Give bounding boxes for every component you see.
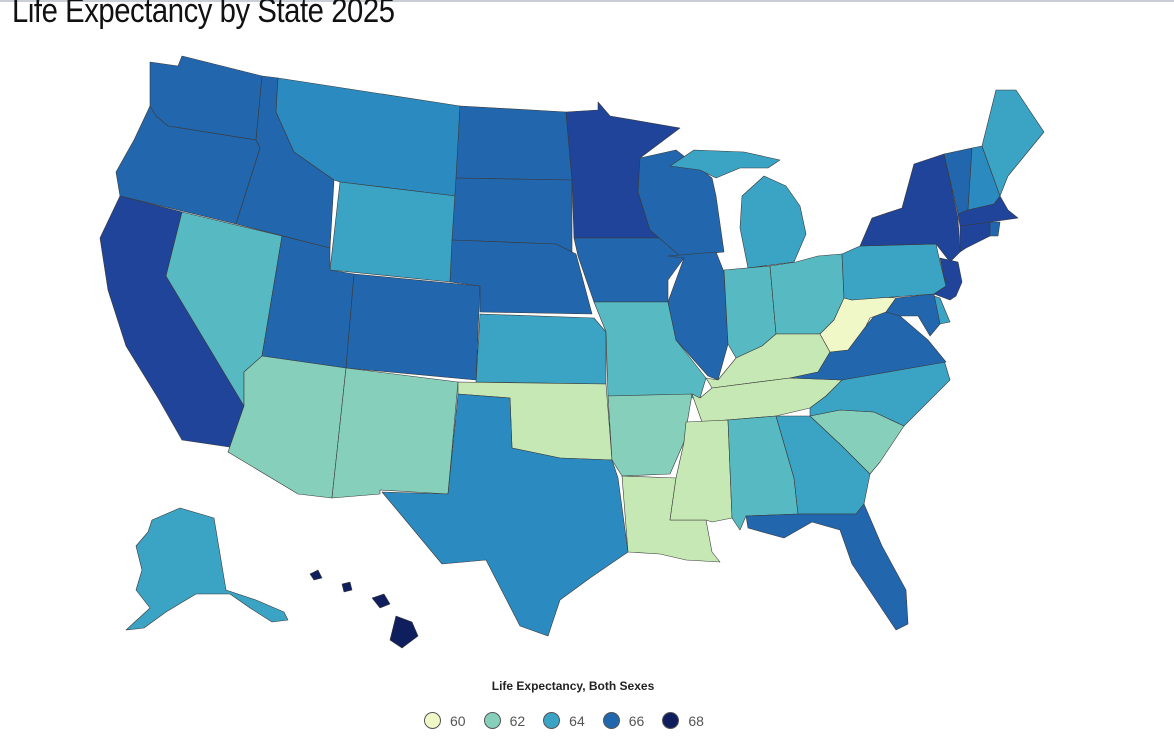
legend-label: 62: [509, 712, 526, 729]
legend-swatch: [543, 712, 561, 729]
top-rule: [0, 0, 1174, 2]
state-RI[interactable]: [989, 221, 1001, 237]
state-WY[interactable]: [329, 181, 457, 283]
state-MD[interactable]: [885, 293, 941, 337]
state-HI-2[interactable]: [341, 581, 353, 593]
legend-item-66[interactable]: 66: [602, 712, 645, 729]
legend-swatch: [602, 712, 620, 729]
legend-label: 68: [688, 712, 704, 729]
state-MI[interactable]: [739, 175, 807, 269]
state-TX[interactable]: [381, 393, 629, 637]
state-AZ[interactable]: [227, 355, 347, 499]
legend-label: 64: [569, 712, 585, 729]
legend: 60 62 64 66 68: [424, 712, 722, 729]
legend-label: 60: [450, 712, 466, 729]
state-FL[interactable]: [745, 503, 909, 631]
legend-item-64[interactable]: 64: [543, 712, 585, 729]
legend-swatch: [662, 712, 680, 729]
state-NY[interactable]: [859, 153, 961, 263]
legend-item-60[interactable]: 60: [424, 712, 466, 729]
state-HI-3[interactable]: [371, 593, 391, 609]
state-AK[interactable]: [125, 507, 289, 631]
legend-swatch: [424, 712, 441, 729]
state-IA[interactable]: [573, 237, 685, 303]
legend-item-62[interactable]: 62: [483, 712, 526, 729]
state-CT[interactable]: [959, 221, 991, 253]
state-PA[interactable]: [841, 243, 947, 301]
state-MI-UP[interactable]: [669, 149, 781, 179]
state-NE[interactable]: [449, 239, 593, 315]
state-HI-1[interactable]: [309, 569, 323, 581]
state-NM[interactable]: [331, 367, 459, 499]
state-KS[interactable]: [475, 313, 607, 385]
map-title: Life Expectancy by State 2025: [12, 0, 395, 30]
state-CO[interactable]: [345, 273, 481, 381]
legend-label: 66: [628, 712, 645, 729]
legend-title: Life Expectancy, Both Sexes: [491, 679, 655, 693]
legend-item-68[interactable]: 68: [662, 712, 704, 729]
state-ND[interactable]: [455, 105, 573, 181]
legend-swatch: [483, 712, 501, 729]
state-IL[interactable]: [667, 251, 729, 381]
state-HI-4[interactable]: [389, 615, 419, 649]
state-NJ[interactable]: [933, 257, 963, 301]
